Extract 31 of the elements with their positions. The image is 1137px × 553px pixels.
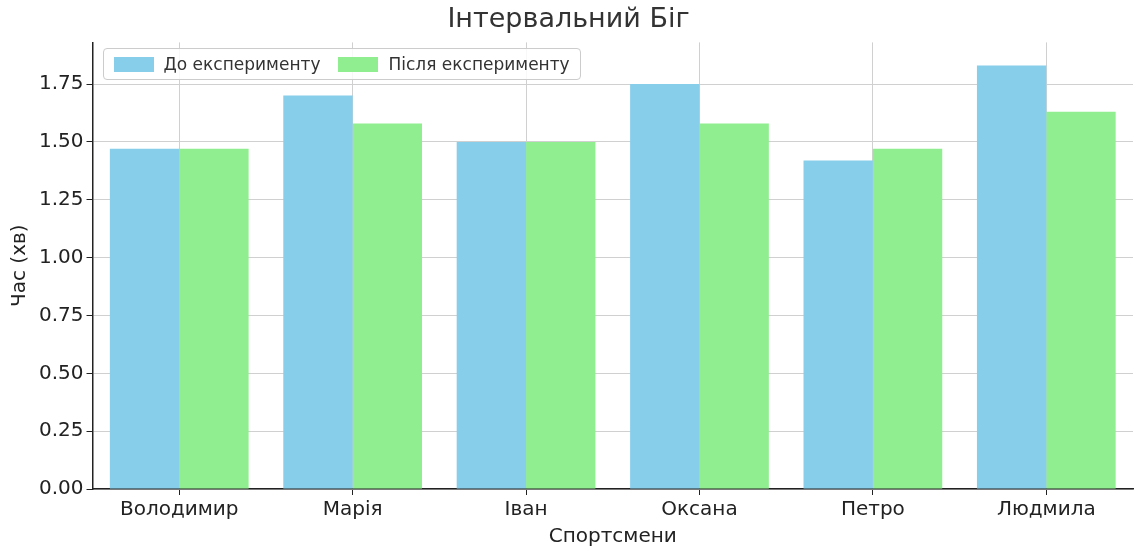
bar bbox=[630, 84, 700, 489]
chart-title: Інтервальний Біг bbox=[447, 2, 690, 34]
legend-label: До експерименту bbox=[163, 54, 321, 75]
bar bbox=[526, 141, 596, 489]
bar bbox=[1046, 111, 1116, 489]
bar bbox=[109, 148, 180, 489]
y-tick-label: 0.50 bbox=[39, 359, 84, 384]
bar bbox=[283, 95, 353, 489]
bar bbox=[456, 141, 527, 489]
legend-label: Після експерименту bbox=[388, 54, 570, 75]
x-tick-label: Іван bbox=[504, 496, 548, 521]
y-tick-label: 0.25 bbox=[39, 417, 84, 442]
bar bbox=[872, 148, 943, 489]
x-tick-label: Людмила bbox=[996, 496, 1096, 521]
x-tick-label: Марія bbox=[322, 496, 383, 521]
y-tick-label: 1.25 bbox=[39, 185, 84, 210]
bar bbox=[976, 65, 1047, 489]
bar bbox=[699, 123, 769, 489]
y-tick-label: 1.00 bbox=[39, 243, 84, 268]
y-tick-label: 0.00 bbox=[39, 475, 84, 500]
y-tick-label: 1.50 bbox=[39, 128, 84, 153]
y-tick-label: 0.75 bbox=[39, 301, 84, 326]
x-tick-label: Володимир bbox=[119, 496, 239, 521]
bar bbox=[179, 148, 249, 489]
y-tick-label: 1.75 bbox=[39, 70, 84, 95]
x-tick-label: Оксана bbox=[661, 496, 738, 521]
y-axis-title: Час (хв) bbox=[6, 224, 31, 307]
x-tick-label: Петро bbox=[840, 496, 905, 521]
bar bbox=[352, 123, 423, 489]
x-axis-title: Спортсмени bbox=[548, 523, 677, 548]
bar bbox=[803, 160, 873, 489]
